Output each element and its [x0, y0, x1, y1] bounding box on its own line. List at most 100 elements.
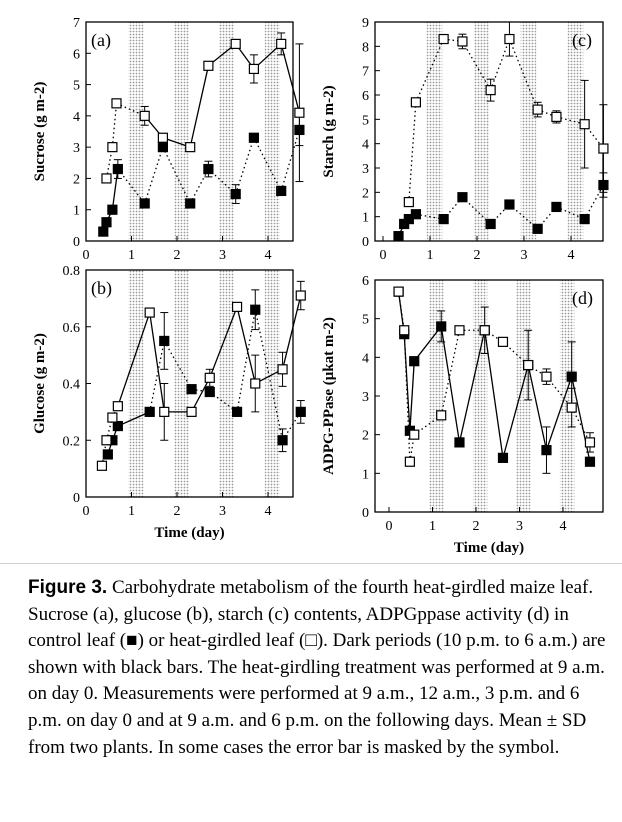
series-line-segment — [236, 309, 256, 412]
x-tick-label: 3 — [219, 504, 226, 519]
open-square-marker — [231, 301, 243, 312]
filled-square-marker — [277, 435, 288, 446]
dark-period-bar — [219, 270, 235, 497]
x-tick-label: 4 — [265, 504, 272, 519]
series-line-segment — [236, 306, 256, 384]
series-line-segment — [527, 364, 548, 451]
series-line-segment — [461, 41, 492, 91]
series-line-segment — [253, 137, 282, 192]
open-square-marker — [551, 111, 562, 123]
y-tick-label: 4 — [73, 110, 80, 125]
panel-label: (d) — [572, 288, 593, 309]
dark-period-bar — [429, 280, 444, 512]
open-square-marker — [185, 142, 196, 153]
x-tick-label: 1 — [128, 248, 135, 263]
series-line-segment — [571, 376, 591, 462]
open-square-marker — [532, 104, 543, 115]
filled-square-marker — [139, 198, 150, 209]
open-square-marker — [454, 325, 465, 336]
filled-square-marker — [410, 209, 421, 220]
series-line-segment — [584, 184, 604, 220]
dark-period-bar — [173, 270, 189, 497]
panel-label: (c) — [572, 30, 592, 51]
open-square-marker — [230, 38, 241, 50]
series-line-segment — [443, 38, 463, 43]
panel-c: 0 1 2 3 4 5 6 7 8 9 0 1 2 3 4 (c) Starch (g m-2) — [321, 16, 609, 263]
series-line-segment — [189, 168, 209, 204]
series-line-segment — [191, 388, 210, 393]
filled-square-marker — [144, 406, 155, 417]
y-tick-label: 0.8 — [63, 264, 81, 279]
series-line-segment — [111, 168, 119, 210]
series-line-segment — [537, 108, 557, 118]
caption-label: Figure 3. — [28, 577, 108, 598]
figure-caption: Figure 3. Carbohydrate metabolism of the… — [28, 575, 608, 761]
x-tick-label: 0 — [83, 248, 90, 263]
filled-square-marker — [98, 226, 109, 237]
dark-period-bar — [264, 22, 280, 241]
x-tick-label: 2 — [174, 504, 181, 519]
open-square-marker — [436, 410, 447, 421]
open-square-marker — [107, 412, 118, 423]
open-square-marker — [598, 143, 609, 154]
y-axis-label: Sucrose (g m-2) — [32, 82, 48, 182]
filled-square-marker — [532, 223, 543, 234]
open-square-marker — [403, 196, 414, 208]
series-line-segment — [502, 364, 529, 459]
series-line-segment — [440, 330, 461, 416]
series-line-segment — [440, 326, 461, 443]
y-axis-label: Starch (g m-2) — [321, 85, 337, 177]
y-tick-label: 2 — [362, 429, 369, 444]
filled-square-marker — [101, 217, 112, 228]
y-tick-label: 2 — [73, 172, 80, 187]
filled-square-marker — [566, 371, 577, 382]
filled-square-marker — [204, 386, 215, 398]
filled-square-marker — [203, 163, 214, 175]
series-line-segment — [458, 330, 486, 443]
dark-period-bar — [473, 22, 490, 241]
dark-period-bar — [128, 270, 144, 497]
filled-square-marker — [409, 356, 420, 367]
y-tick-label: 6 — [362, 89, 369, 104]
x-tick-label: 1 — [128, 504, 135, 519]
series-line-segment — [117, 168, 146, 204]
open-square-marker — [111, 98, 122, 109]
panel-b: 0 0.2 0.4 0.6 0.8 0 1 2 3 4 (b) Glucose (g m-2) Time… — [32, 264, 306, 541]
series-control — [102, 289, 306, 460]
y-tick-label: 7 — [73, 16, 80, 31]
open-square-marker — [295, 290, 306, 301]
x-tick-label: 0 — [83, 504, 90, 519]
x-tick-label: 2 — [474, 248, 481, 263]
x-tick-label: 4 — [265, 248, 272, 263]
open-square-marker — [438, 33, 449, 45]
series-heat-girdled — [96, 280, 306, 471]
series-line-segment — [209, 306, 238, 379]
series-line-segment — [397, 291, 405, 331]
open-square-marker — [579, 119, 590, 130]
open-square-marker — [294, 107, 305, 118]
y-tick-label: 3 — [362, 390, 369, 405]
y-axis-label: Glucose (g m-2) — [32, 333, 48, 434]
open-square-marker — [186, 406, 197, 417]
y-tick-label: 0.2 — [63, 434, 81, 449]
dark-period-bar — [264, 270, 280, 497]
y-tick-label: 6 — [73, 47, 80, 62]
series-line-segment — [149, 340, 165, 413]
open-square-marker — [523, 359, 534, 371]
x-axis-label: Time (day) — [154, 525, 224, 541]
open-square-marker — [410, 97, 421, 108]
series-line-segment — [484, 330, 504, 458]
x-tick-label: 3 — [219, 248, 226, 263]
open-square-marker — [497, 336, 509, 347]
series-line-segment — [144, 146, 164, 204]
open-square-marker — [159, 406, 170, 417]
open-square-marker — [409, 429, 420, 440]
filled-square-marker — [248, 132, 259, 143]
open-square-marker — [250, 378, 261, 389]
dark-period-bar — [426, 22, 443, 241]
filled-square-marker — [186, 384, 197, 395]
x-tick-label: 1 — [429, 519, 436, 534]
x-tick-label: 2 — [174, 248, 181, 263]
series-heat-girdled — [101, 32, 305, 184]
filled-square-marker — [157, 142, 168, 153]
